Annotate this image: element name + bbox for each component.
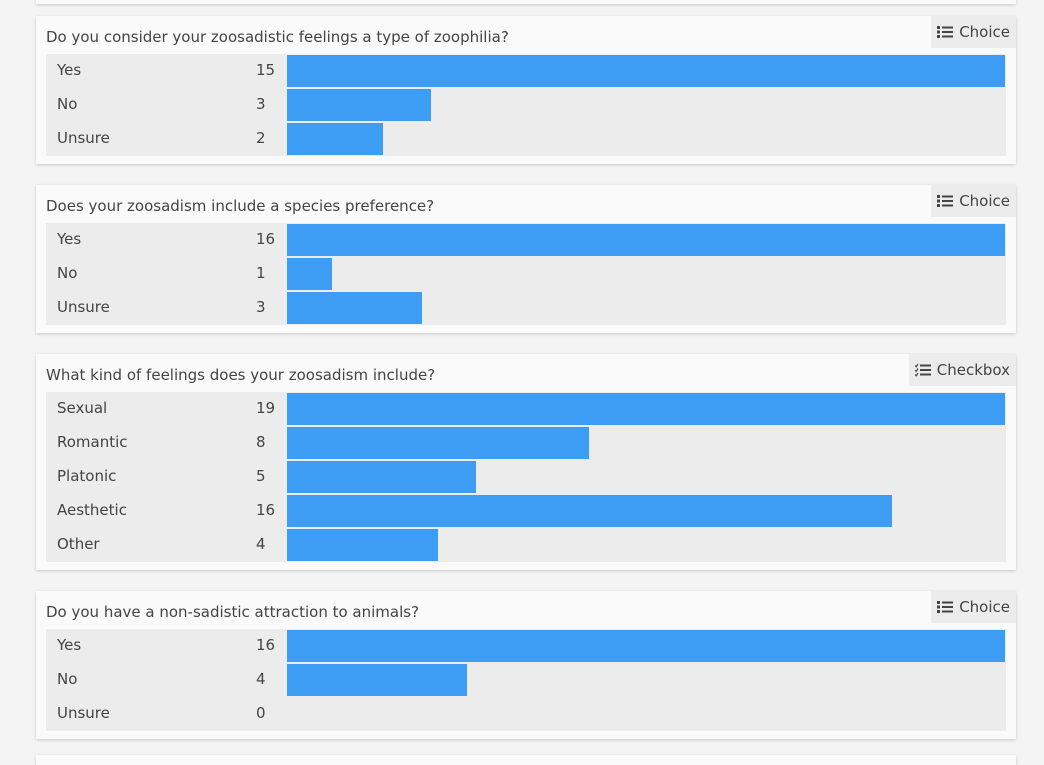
answer-row: Yes 15: [46, 54, 1006, 88]
answer-label: Unsure: [57, 704, 110, 722]
answer-count: 15: [256, 61, 276, 79]
answer-count: 0: [256, 704, 266, 722]
question-card: What kind of feelings does your zoosadis…: [36, 354, 1016, 570]
question-type-badge: Choice: [931, 16, 1016, 48]
question-type-label: Choice: [959, 598, 1010, 616]
question-title: Does your zoosadism include a species pr…: [46, 197, 435, 215]
answer-label: Aesthetic: [57, 501, 127, 519]
answer-label: No: [57, 264, 78, 282]
answer-label: Other: [57, 535, 100, 553]
answer-bar: [287, 258, 332, 290]
answer-row: Unsure 3: [46, 291, 1006, 325]
answer-label: No: [57, 95, 78, 113]
answer-label: Yes: [57, 61, 82, 79]
answer-row: Platonic 5: [46, 460, 1006, 494]
answer-label: Sexual: [57, 399, 108, 417]
answer-bar: [287, 630, 1005, 662]
answer-row: Other 4: [46, 528, 1006, 562]
answer-count: 16: [256, 636, 276, 654]
question-title: What kind of feelings does your zoosadis…: [46, 366, 436, 384]
answer-count: 8: [256, 433, 266, 451]
answer-bar: [287, 495, 892, 527]
answer-row: No 3: [46, 88, 1006, 122]
answer-bar: [287, 664, 467, 696]
question-type-badge: Choice: [931, 185, 1016, 217]
next-card-edge: [36, 755, 1016, 765]
question-type-badge: Choice: [931, 591, 1016, 623]
list-icon: [937, 26, 954, 38]
question-card: Do you have a non-sadistic attraction to…: [36, 591, 1016, 739]
answer-row: Aesthetic 16: [46, 494, 1006, 528]
answer-count: 5: [256, 467, 266, 485]
answer-bar: [287, 55, 1005, 87]
answer-count: 16: [256, 230, 276, 248]
answer-count: 4: [256, 670, 266, 688]
answer-bar: [287, 427, 590, 459]
answer-count: 3: [256, 298, 266, 316]
answer-count: 4: [256, 535, 266, 553]
answer-row: Romantic 8: [46, 426, 1006, 460]
question-type-badge: Checkbox: [908, 354, 1016, 386]
answer-bar: [287, 393, 1005, 425]
question-card: Does your zoosadism include a species pr…: [36, 185, 1016, 333]
answer-label: Yes: [57, 636, 82, 654]
answer-row: Yes 16: [46, 223, 1006, 257]
question-type-label: Choice: [959, 23, 1010, 41]
answer-label: Yes: [57, 230, 82, 248]
answer-count: 2: [256, 129, 266, 147]
answer-row: No 4: [46, 663, 1006, 697]
previous-card-edge: [36, 0, 1016, 4]
answer-count: 19: [256, 399, 276, 417]
answer-label: Romantic: [57, 433, 128, 451]
answer-bar: [287, 461, 476, 493]
answer-count: 16: [256, 501, 276, 519]
answer-row: No 1: [46, 257, 1006, 291]
answer-row: Sexual 19: [46, 392, 1006, 426]
answer-label: Platonic: [57, 467, 117, 485]
answer-row: Unsure 2: [46, 122, 1006, 156]
answer-bar: [287, 224, 1005, 256]
answer-bar: [287, 529, 439, 561]
answer-bar: [287, 292, 422, 324]
answer-bar: [287, 123, 383, 155]
list-icon: [937, 601, 954, 613]
checklist-icon: [914, 363, 931, 377]
answer-row: Unsure 0: [46, 697, 1006, 731]
question-title: Do you consider your zoosadistic feeling…: [46, 28, 509, 46]
answer-bar: [287, 89, 431, 121]
question-type-label: Choice: [959, 192, 1010, 210]
answer-count: 1: [256, 264, 266, 282]
question-card: Do you consider your zoosadistic feeling…: [36, 16, 1016, 164]
answer-row: Yes 16: [46, 629, 1006, 663]
question-title: Do you have a non-sadistic attraction to…: [46, 603, 420, 621]
answer-count: 3: [256, 95, 266, 113]
question-type-label: Checkbox: [936, 361, 1010, 379]
answer-label: Unsure: [57, 129, 110, 147]
answer-label: No: [57, 670, 78, 688]
list-icon: [937, 195, 954, 207]
answer-label: Unsure: [57, 298, 110, 316]
